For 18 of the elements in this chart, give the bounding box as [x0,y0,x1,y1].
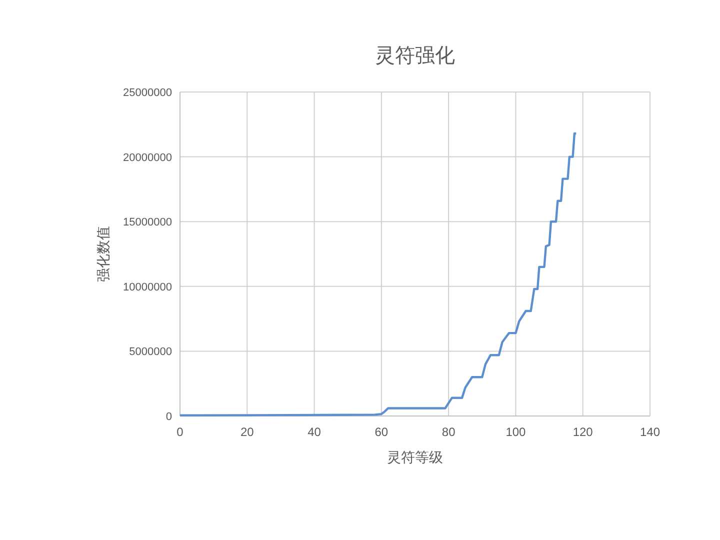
y-tick-label: 20000000 [123,152,172,164]
line-series [178,132,578,416]
chart-title: 灵符强化 [375,45,455,67]
y-tick-label: 0 [166,411,172,423]
x-tick-label: 40 [308,425,322,439]
x-tick-label: 20 [240,425,254,439]
y-tick-label: 5000000 [129,346,172,358]
x-tick-label: 120 [572,425,594,439]
x-tick-label: 100 [506,425,526,439]
y-tick-label: 25000000 [123,87,172,99]
x-tick-label: 60 [374,425,388,439]
x-tick-label: 80 [442,425,456,439]
y-axis-title: 强化数值 [95,226,111,282]
x-tick-label: 0 [176,425,184,439]
x-tick-label: 140 [640,425,660,439]
y-tick-label: 15000000 [123,216,172,229]
y-tick-label: 10000000 [123,281,172,294]
x-axis-title: 灵符等级 [387,449,443,465]
